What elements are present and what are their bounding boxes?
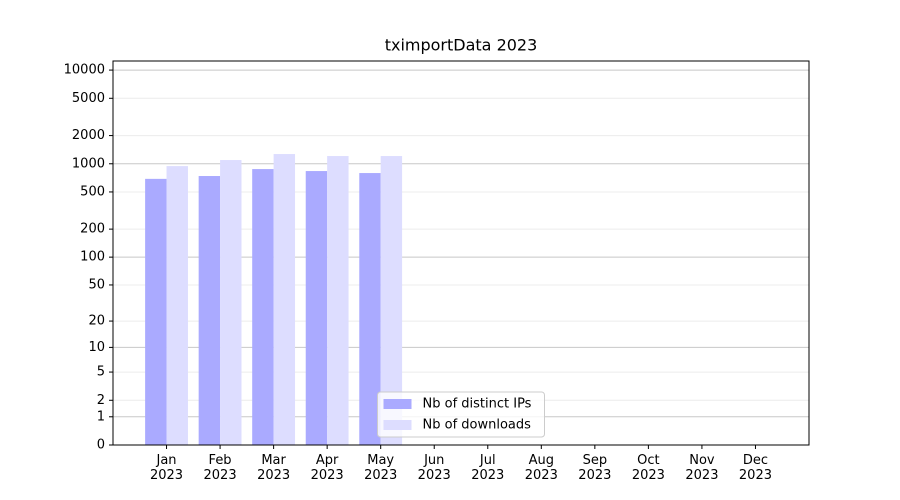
y-tick-label: 10 xyxy=(88,340,105,355)
y-tick-label: 200 xyxy=(80,222,105,237)
legend: Nb of distinct IPs Nb of downloads xyxy=(377,391,545,438)
x-tick-label: Jun 2023 xyxy=(417,453,451,483)
y-tick-label: 2 xyxy=(97,393,105,408)
y-tick-label: 5000 xyxy=(72,91,105,106)
bar xyxy=(220,160,242,445)
plot-frame xyxy=(112,60,810,446)
y-tick-label: 1000 xyxy=(72,156,105,171)
y-tick-label: 0 xyxy=(97,438,105,453)
y-tick-label: 20 xyxy=(88,314,105,329)
x-tick-label: Sep 2023 xyxy=(578,453,612,483)
bar xyxy=(198,176,221,445)
y-tick-label: 5 xyxy=(97,365,105,380)
x-tick-label: Feb 2023 xyxy=(203,453,237,483)
x-tick-label: May 2023 xyxy=(364,453,398,483)
bar xyxy=(305,171,328,445)
x-tick-label: Dec 2023 xyxy=(738,453,772,483)
x-tick-label: Mar 2023 xyxy=(257,453,291,483)
bar xyxy=(359,173,381,445)
x-tick-label: Jul 2023 xyxy=(471,453,505,483)
y-tick-label: 100 xyxy=(80,250,105,265)
x-tick-label: Aug 2023 xyxy=(524,453,558,483)
legend-label: Nb of downloads xyxy=(423,418,532,433)
y-tick-label: 10000 xyxy=(64,63,105,78)
y-tick-label: 2000 xyxy=(72,128,105,143)
legend-box xyxy=(377,391,545,438)
y-tick-label: 50 xyxy=(88,277,105,292)
bar xyxy=(166,166,188,446)
legend-swatch xyxy=(383,420,412,430)
legend-label: Nb of distinct IPs xyxy=(423,397,532,412)
x-tick-label: Oct 2023 xyxy=(631,453,665,483)
x-tick-label: Apr 2023 xyxy=(310,453,344,483)
y-tick-label: 500 xyxy=(80,184,105,199)
x-tick-label: Nov 2023 xyxy=(685,453,719,483)
bar xyxy=(273,154,296,445)
bar xyxy=(252,169,274,445)
bar xyxy=(380,156,403,445)
y-tick-label: 1 xyxy=(97,409,105,424)
chart-title: tximportData 2023 xyxy=(385,36,538,55)
legend-swatch xyxy=(383,399,412,409)
bar xyxy=(145,178,167,445)
bar xyxy=(327,156,349,445)
x-tick-label: Jan 2023 xyxy=(149,453,184,483)
